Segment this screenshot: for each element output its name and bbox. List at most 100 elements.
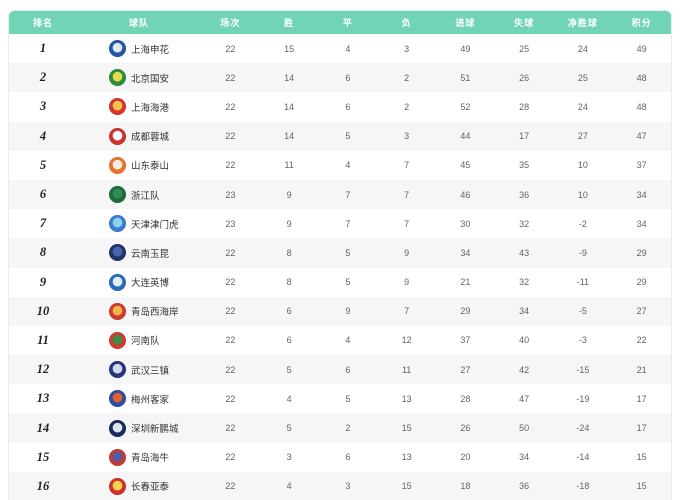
rank-cell: 9 [39, 274, 47, 289]
table-row: 9 大连英博 22 8 5 9 21 32 -11 29 [9, 267, 671, 297]
played-cell: 22 [225, 306, 236, 317]
draw-cell: 4 [345, 335, 351, 346]
win-cell: 9 [286, 218, 292, 229]
win-cell: 5 [286, 423, 292, 434]
team-name: 河南队 [131, 336, 160, 348]
table-row: 8 云南玉昆 22 8 5 9 34 43 -9 29 [9, 238, 671, 268]
draw-cell: 7 [345, 218, 351, 229]
played-cell: 22 [225, 277, 236, 288]
goal-diff-cell: -24 [576, 423, 590, 434]
loss-cell: 13 [401, 393, 412, 404]
loss-cell: 3 [404, 131, 410, 142]
table-row: 12 武汉三镇 22 5 6 11 27 42 -15 21 [9, 355, 671, 385]
win-cell: 8 [286, 277, 292, 288]
goals-for-cell: 46 [460, 189, 471, 200]
team-logo-icon [109, 40, 126, 58]
goals-for-cell: 44 [460, 131, 471, 142]
loss-cell: 2 [404, 72, 410, 83]
points-cell: 34 [636, 189, 647, 200]
points-cell: 48 [636, 101, 647, 112]
win-cell: 11 [284, 160, 294, 171]
rank-cell: 11 [37, 332, 49, 347]
loss-cell: 11 [401, 364, 412, 375]
goals-against-cell: 17 [519, 131, 530, 142]
team-name: 大连英博 [131, 278, 170, 290]
team-cell: 梅州客家 [77, 390, 201, 408]
played-cell: 22 [225, 101, 236, 112]
goals-for-cell: 18 [460, 481, 471, 492]
table-row: 10 青岛西海岸 22 6 9 7 29 34 -5 27 [9, 296, 671, 326]
goal-diff-cell: -14 [576, 452, 590, 463]
team-cell: 山东泰山 [77, 156, 201, 174]
team-cell: 武汉三镇 [77, 361, 201, 379]
goals-for-cell: 28 [460, 393, 471, 404]
goals-for-cell: 52 [460, 101, 471, 112]
table-row: 1 上海申花 22 15 4 3 49 25 24 49 [9, 34, 671, 64]
goals-against-cell: 50 [519, 423, 530, 434]
column-header-0: 排名 [32, 18, 53, 28]
team-cell: 云南玉昆 [77, 244, 201, 262]
goals-for-cell: 27 [460, 364, 471, 375]
table-header-row: 排名 球队 场次 胜 平 负 进球 失球 净胜球 积分 [9, 11, 671, 34]
team-logo-icon [109, 477, 126, 495]
rank-cell: 14 [36, 420, 50, 435]
team-cell: 青岛西海岸 [77, 302, 201, 320]
win-cell: 3 [286, 452, 292, 463]
rank-cell: 10 [36, 303, 50, 318]
team-cell: 深圳新鹏城 [77, 419, 201, 437]
team-name: 青岛海牛 [131, 453, 170, 465]
loss-cell: 15 [401, 423, 412, 434]
goals-against-cell: 36 [519, 189, 530, 200]
team-name: 长春亚泰 [131, 482, 170, 494]
win-cell: 6 [286, 335, 292, 346]
loss-cell: 7 [404, 218, 410, 229]
team-cell: 上海申花 [77, 40, 201, 58]
draw-cell: 6 [345, 452, 351, 463]
rank-cell: 12 [36, 362, 50, 377]
column-header-9: 积分 [631, 18, 652, 28]
goals-for-cell: 20 [460, 452, 471, 463]
team-logo-icon [109, 331, 126, 349]
table-row: 6 浙江队 23 9 7 7 46 36 10 34 [9, 179, 671, 210]
team-name: 北京国安 [131, 73, 170, 85]
rank-cell: 2 [39, 70, 47, 85]
team-logo-icon [109, 244, 126, 262]
team-logo-icon [109, 69, 126, 87]
points-cell: 17 [636, 423, 647, 434]
team-name: 武汉三镇 [131, 365, 170, 377]
points-cell: 29 [636, 247, 647, 258]
draw-cell: 5 [345, 393, 351, 404]
goal-diff-cell: 27 [577, 131, 588, 142]
draw-cell: 4 [345, 160, 351, 171]
team-logo-icon [109, 419, 126, 437]
column-header-5: 负 [401, 18, 412, 28]
column-header-1: 球队 [128, 18, 149, 28]
played-cell: 22 [225, 364, 236, 375]
goals-against-cell: 25 [519, 43, 530, 54]
win-cell: 15 [284, 43, 295, 54]
draw-cell: 4 [345, 43, 351, 54]
played-cell: 22 [225, 43, 236, 54]
team-name: 青岛西海岸 [131, 307, 179, 319]
table-row: 11 河南队 22 6 4 12 37 40 -3 22 [9, 325, 671, 356]
team-logo-icon [109, 273, 126, 291]
goals-for-cell: 51 [460, 72, 471, 83]
team-name: 上海申花 [131, 44, 170, 56]
team-cell: 成都蓉城 [77, 127, 201, 145]
team-logo-icon [109, 302, 126, 320]
win-cell: 14 [284, 101, 295, 112]
loss-cell: 2 [404, 101, 410, 112]
played-cell: 22 [225, 131, 236, 142]
loss-cell: 7 [404, 189, 410, 200]
points-cell: 48 [636, 72, 647, 83]
goals-for-cell: 45 [460, 160, 471, 171]
played-cell: 22 [225, 393, 236, 404]
table-row: 16 长春亚泰 22 4 3 15 18 36 -18 15 [9, 471, 671, 500]
points-cell: 22 [636, 335, 647, 346]
draw-cell: 5 [345, 247, 351, 258]
points-cell: 37 [636, 160, 647, 171]
goals-against-cell: 43 [519, 247, 530, 258]
rank-cell: 3 [39, 99, 47, 114]
win-cell: 8 [286, 247, 292, 258]
goal-diff-cell: 25 [577, 72, 588, 83]
